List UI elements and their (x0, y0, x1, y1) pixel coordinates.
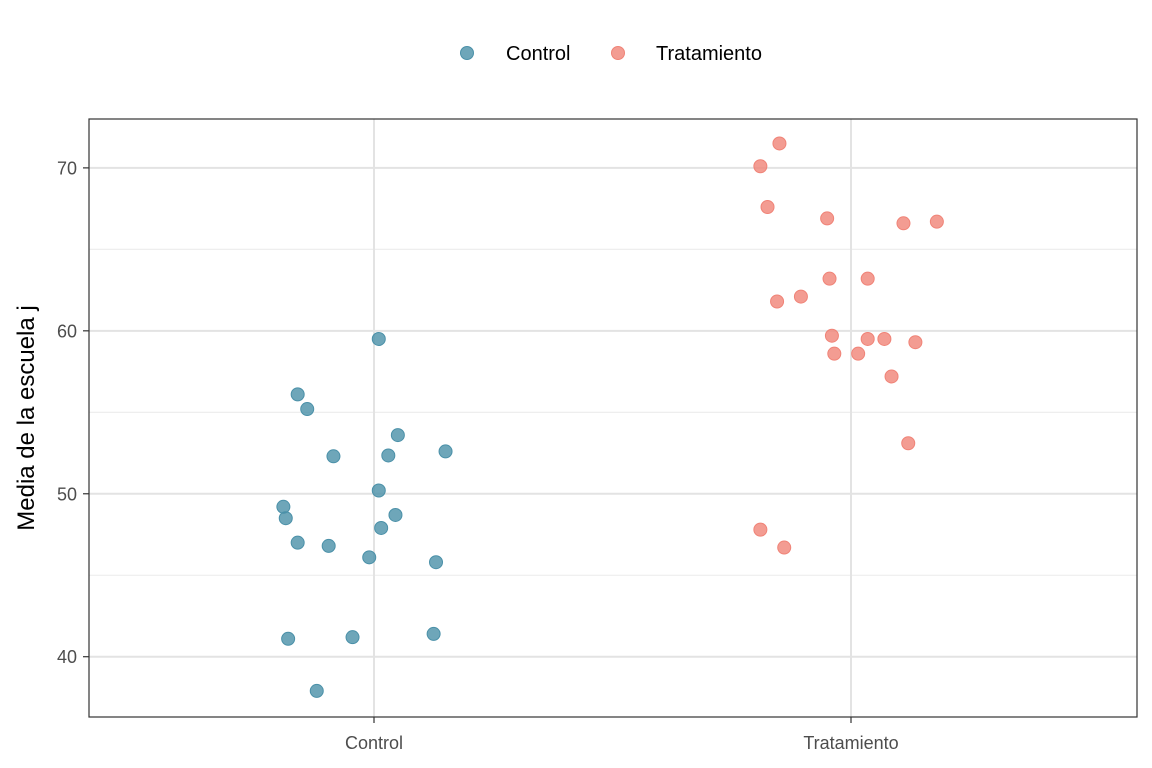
data-point (290, 387, 305, 402)
legend: Control Tratamiento (460, 43, 762, 65)
data-point (772, 136, 787, 151)
data-point (309, 683, 324, 698)
data-point (300, 402, 315, 417)
x-axis: Control Tratamiento (345, 717, 899, 753)
data-point (908, 335, 923, 350)
data-point (429, 555, 444, 570)
data-point (793, 289, 808, 304)
data-point (290, 535, 305, 550)
data-point (438, 444, 453, 459)
data-point (753, 522, 768, 537)
x-tick-label: Control (345, 733, 403, 753)
data-point (321, 538, 336, 553)
data-point (381, 448, 396, 463)
data-point (860, 331, 875, 346)
data-point (362, 550, 377, 565)
major-gridlines (89, 119, 1137, 717)
data-point (388, 507, 403, 522)
data-point (371, 331, 386, 346)
data-point (753, 159, 768, 174)
y-axis: 40 50 60 70 (57, 158, 89, 667)
data-point (820, 211, 835, 226)
legend-key (611, 46, 625, 60)
plot-panel-border (88, 118, 1138, 718)
data-point (851, 346, 866, 361)
data-point (777, 540, 792, 555)
data-point (371, 483, 386, 498)
legend-label: Control (506, 43, 570, 65)
y-tick-label: 70 (57, 158, 77, 178)
data-point (884, 369, 899, 384)
y-tick-label: 40 (57, 647, 77, 667)
data-point (827, 346, 842, 361)
minor-gridlines (89, 248, 1137, 576)
data-point (281, 631, 296, 646)
data-points (276, 136, 944, 698)
data-point (929, 214, 944, 229)
y-axis-title: Media de la escuela j (13, 305, 40, 530)
data-point (390, 428, 405, 443)
legend-key (460, 46, 474, 60)
data-point (822, 271, 837, 286)
data-point (426, 626, 441, 641)
x-tick-label: Tratamiento (803, 733, 898, 753)
data-point (278, 511, 293, 526)
data-point (345, 630, 360, 645)
data-point (860, 271, 875, 286)
data-point (901, 436, 916, 451)
data-point (374, 520, 389, 535)
y-tick-label: 50 (57, 484, 77, 504)
data-point (896, 216, 911, 231)
data-point (877, 331, 892, 346)
data-point (326, 449, 341, 464)
data-point (760, 199, 775, 214)
data-point (770, 294, 785, 309)
data-point (276, 499, 291, 514)
legend-label: Tratamiento (656, 43, 762, 65)
y-tick-label: 60 (57, 321, 77, 341)
data-point (824, 328, 839, 343)
